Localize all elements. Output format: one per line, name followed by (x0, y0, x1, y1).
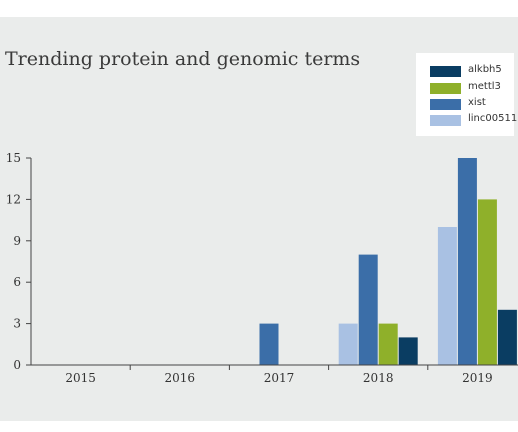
y-tick-label: 3 (13, 317, 21, 331)
legend-swatch-mettl3 (430, 83, 461, 94)
x-tick-label: 2017 (264, 371, 295, 385)
bar-mettl3-2018 (378, 323, 398, 365)
legend-swatch-linc00511 (430, 115, 461, 126)
bar-xist-2019 (457, 158, 477, 365)
x-tick-label: 2015 (65, 371, 96, 385)
bar-mettl3-2019 (477, 199, 497, 365)
y-tick-label: 12 (6, 192, 21, 206)
legend-label-alkbh5: alkbh5 (468, 64, 502, 75)
x-tick-label: 2019 (462, 371, 493, 385)
y-tick-label: 0 (13, 358, 21, 372)
legend-label-xist: xist (468, 97, 486, 108)
legend-label-linc00511: linc00511 (468, 113, 518, 124)
legend-swatch-xist (430, 99, 461, 110)
bar-alkbh5-2018 (398, 337, 418, 365)
x-tick-label: 2016 (165, 371, 196, 385)
legend-swatch-alkbh5 (430, 66, 461, 77)
y-tick-label: 6 (13, 275, 21, 289)
y-tick-label: 9 (13, 234, 21, 248)
bar-xist-2018 (358, 254, 378, 365)
chart-title: Trending protein and genomic terms (5, 48, 361, 70)
legend-label-mettl3: mettl3 (468, 81, 501, 92)
bar-linc00511-2019 (437, 227, 457, 365)
bar-alkbh5-2019 (497, 309, 517, 365)
bar-linc00511-2018 (338, 323, 358, 365)
x-tick-label: 2018 (363, 371, 394, 385)
bar-xist-2017 (259, 323, 279, 365)
y-tick-label: 15 (6, 151, 21, 165)
chart-legend: alkbh5 mettl3 xist linc00511 (416, 53, 518, 136)
